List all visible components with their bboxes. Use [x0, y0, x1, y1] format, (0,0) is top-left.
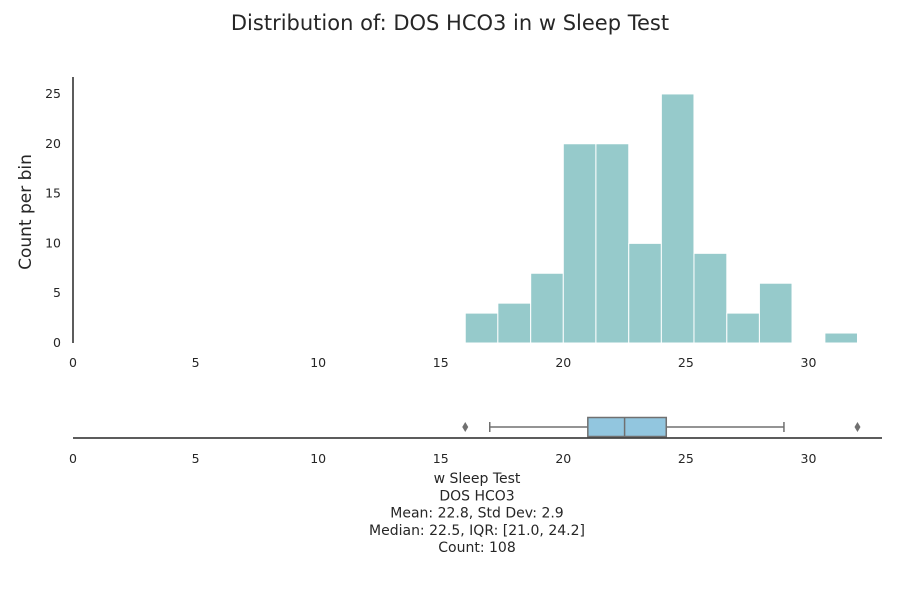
histogram-bar — [464, 312, 499, 344]
x-tick-label: 30 — [801, 355, 817, 370]
histogram-bar — [497, 302, 532, 344]
histogram-bar — [726, 312, 760, 344]
box-x-tick-label: 30 — [801, 451, 817, 466]
outlier-point — [462, 422, 469, 432]
y-tick-label: 0 — [53, 335, 61, 350]
chart-title: Distribution of: DOS HCO3 in w Sleep Tes… — [231, 11, 669, 35]
histogram-bar — [530, 272, 564, 344]
y-axis-label: Count per bin — [16, 154, 36, 270]
y-tick-label: 5 — [53, 285, 61, 300]
histogram-bar — [595, 143, 630, 344]
histogram-bar — [562, 143, 597, 344]
box-x-tick-label: 5 — [192, 451, 200, 466]
iqr-box — [587, 416, 668, 438]
y-tick-label: 25 — [45, 86, 61, 101]
x-tick-label: 25 — [678, 355, 694, 370]
histogram-bar — [628, 242, 662, 344]
histogram-bars — [464, 93, 858, 344]
histogram-axes: 0 5 10 15 20 25 0 5 10 15 20 25 30 — [45, 77, 816, 370]
box-x-tick-label: 0 — [69, 451, 77, 466]
box-x-tick-label: 20 — [555, 451, 571, 466]
x-tick-label: 20 — [555, 355, 571, 370]
y-tick-label: 15 — [45, 186, 61, 201]
histogram-bar — [660, 93, 695, 344]
box-x-tick-label: 25 — [678, 451, 694, 466]
histogram-bar — [824, 332, 858, 344]
box-plot-axis: 0 5 10 15 20 25 30 — [69, 437, 882, 466]
y-tick-label: 20 — [45, 136, 61, 151]
stats-line: Mean: 22.8, Std Dev: 2.9 — [390, 506, 563, 522]
histogram-bar — [758, 282, 793, 344]
x-tick-label: 0 — [69, 355, 77, 370]
x-tick-label: 15 — [433, 355, 449, 370]
y-tick-label: 10 — [45, 235, 61, 250]
x-tick-label: 10 — [310, 355, 326, 370]
box-x-tick-label: 10 — [310, 451, 326, 466]
stats-line: Median: 22.5, IQR: [21.0, 24.2] — [369, 523, 585, 539]
histogram-bar — [693, 252, 728, 344]
stats-line: DOS HCO3 — [439, 488, 514, 504]
stats-line: w Sleep Test — [434, 471, 521, 487]
box-x-tick-label: 15 — [433, 451, 449, 466]
outlier-point — [854, 422, 861, 432]
stats-line: Count: 108 — [438, 540, 515, 556]
x-tick-label: 5 — [192, 355, 200, 370]
box-plot — [462, 416, 861, 438]
